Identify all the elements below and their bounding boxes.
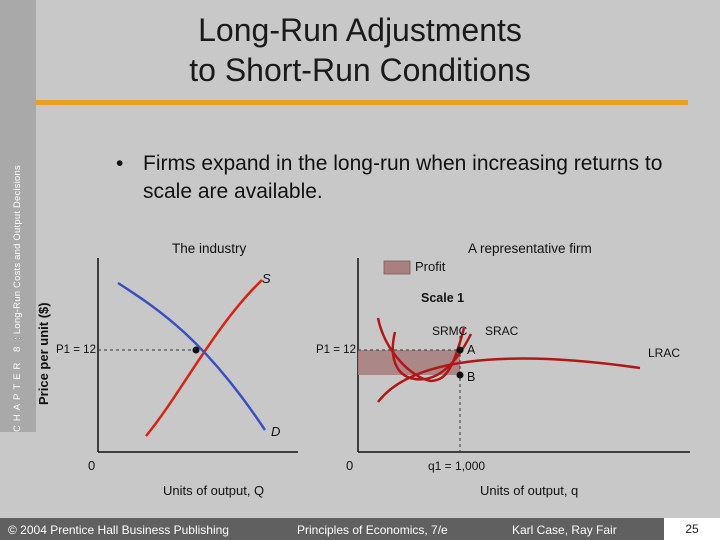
slide-title-line-1: Long-Run Adjustments xyxy=(198,12,522,48)
page-number: 25 xyxy=(664,518,720,540)
title-rule xyxy=(36,100,688,105)
industry-panel-title: The industry xyxy=(172,241,247,256)
footer-authors: Karl Case, Ray Fair xyxy=(512,523,617,537)
chapter-sidebar: CHAPTER 8 : Long-Run Costs and Output De… xyxy=(0,0,36,432)
bullet-text: Firms expand in the long-run when increa… xyxy=(143,152,663,203)
lrac-curve xyxy=(377,357,641,403)
industry-x-axis-label: Units of output, Q xyxy=(163,483,264,498)
slide-title-line-2: to Short-Run Conditions xyxy=(189,52,531,88)
srmc-curve xyxy=(376,317,466,383)
bullet-point: • Firms expand in the long-run when incr… xyxy=(116,150,676,206)
demand-curve-label: D xyxy=(271,424,280,439)
footer-bar: © 2004 Prentice Hall Business Publishing… xyxy=(0,518,720,540)
profit-legend-swatch xyxy=(383,260,411,275)
scale-label: Scale 1 xyxy=(421,291,464,305)
srmc-label: SRMC xyxy=(432,324,468,338)
firm-origin-label: 0 xyxy=(346,458,353,473)
footer-copyright: © 2004 Prentice Hall Business Publishing xyxy=(8,523,229,537)
economics-diagram: The industry Price per unit ($) 0 Units … xyxy=(36,241,690,498)
profit-legend-label: Profit xyxy=(415,259,446,274)
firm-panel-title: A representative firm xyxy=(468,241,592,256)
point-a-marker xyxy=(456,346,464,354)
firm-price-label: P1 = 12 xyxy=(316,344,356,356)
srac-label: SRAC xyxy=(485,324,519,338)
firm-x-axis-label: Units of output, q xyxy=(480,483,578,498)
industry-price-label: P1 = 12 xyxy=(56,344,96,356)
lrac-label: LRAC xyxy=(648,346,680,360)
footer-book-title: Principles of Economics, 7/e xyxy=(297,523,448,537)
firm-quantity-label: q1 = 1,000 xyxy=(428,459,485,473)
demand-curve xyxy=(117,281,267,431)
point-a-label: A xyxy=(467,343,476,357)
point-b-marker xyxy=(456,371,464,379)
point-b-label: B xyxy=(467,370,475,384)
industry-equilibrium-point xyxy=(192,346,200,354)
slide-title: Long-Run Adjustments to Short-Run Condit… xyxy=(120,10,600,90)
supply-curve-label: S xyxy=(262,271,271,286)
industry-origin-label: 0 xyxy=(88,458,95,473)
industry-y-axis-label: Price per unit ($) xyxy=(36,302,51,405)
supply-curve xyxy=(145,279,263,437)
bullet-icon: • xyxy=(116,152,124,175)
